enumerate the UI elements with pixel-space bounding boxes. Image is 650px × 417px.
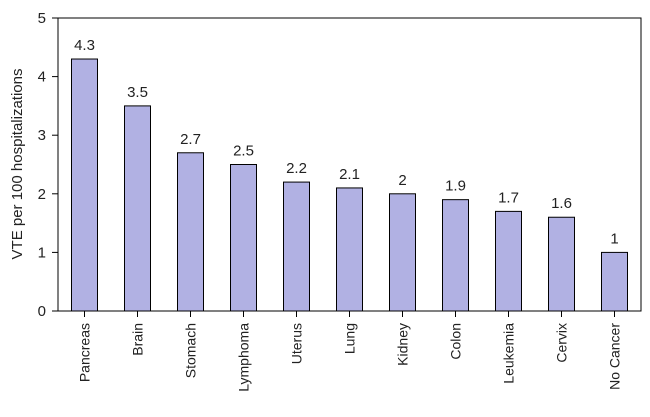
y-axis-title: VTE per 100 hospitalizations (9, 69, 26, 260)
bar-lymphoma (230, 164, 257, 312)
bar-brain (124, 105, 151, 312)
x-tick-label: Lung (342, 323, 358, 354)
x-tick-label: Cervix (554, 323, 570, 363)
bar-pancreas (71, 58, 98, 312)
x-axis-ticks: Pancreas Brain Stomach Lymphoma Uterus Lung Ki… (77, 311, 623, 392)
y-tick-label: 0 (38, 303, 46, 320)
x-tick-label: Uterus (289, 323, 305, 364)
y-tick-label: 5 (38, 10, 46, 27)
y-tick-label: 1 (38, 244, 46, 261)
data-label: 1 (610, 230, 618, 247)
bar-no-cancer (601, 251, 628, 312)
x-tick-label: Pancreas (77, 323, 93, 382)
data-label: 4.3 (74, 37, 95, 54)
data-label: 1.7 (498, 189, 519, 206)
bar-stomach (177, 152, 204, 312)
y-tick-label: 4 (38, 69, 46, 86)
y-tick-label: 3 (38, 127, 46, 144)
data-label: 1.9 (445, 178, 466, 195)
data-label: 2.2 (286, 160, 307, 177)
data-label: 3.5 (127, 84, 148, 101)
bar-cervix (548, 216, 575, 312)
bar-lung (336, 187, 363, 312)
x-tick-label: No Cancer (607, 323, 623, 390)
bars-group: 4.3 3.5 2.7 2.5 2.2 2.1 2 1.9 1.7 1.6 1 (71, 37, 628, 312)
bar-leukemia (495, 210, 522, 312)
x-tick-label: Stomach (183, 323, 199, 378)
data-label: 2 (398, 172, 406, 189)
x-tick-label: Colon (448, 323, 464, 360)
y-tick-label: 2 (38, 186, 46, 203)
data-label: 2.5 (233, 143, 254, 160)
x-tick-label: Brain (130, 323, 146, 356)
data-label: 2.7 (180, 131, 201, 148)
x-tick-label: Lymphoma (236, 323, 252, 392)
x-tick-label: Kidney (395, 323, 411, 366)
bar-kidney (389, 193, 416, 312)
y-axis-ticks: 0 1 2 3 4 5 (38, 10, 58, 320)
data-label: 1.6 (551, 195, 572, 212)
bar-colon (442, 199, 469, 312)
data-label: 2.1 (339, 166, 360, 183)
bar-uterus (283, 181, 310, 312)
x-tick-label: Leukemia (501, 323, 517, 384)
